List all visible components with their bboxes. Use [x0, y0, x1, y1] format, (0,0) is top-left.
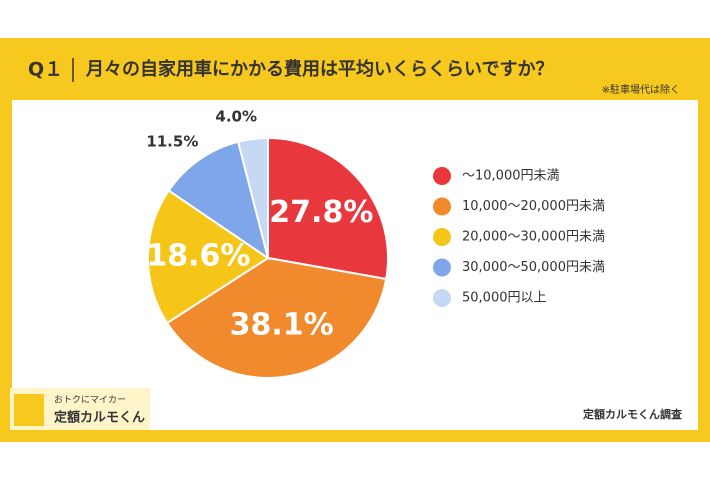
data-label: 18.6%	[146, 239, 250, 274]
note: ※駐車場代は除く	[602, 83, 680, 96]
legend-marker	[433, 167, 451, 185]
pie-slice	[267, 136, 389, 281]
legend-label: 30,000〜50,000円未満	[462, 260, 605, 275]
data-label: 11.5%	[146, 132, 198, 150]
logo-name: 定額カルモくん	[53, 410, 145, 426]
legend-label: 20,000〜30,000円未満	[462, 230, 605, 245]
legend-marker	[433, 258, 451, 277]
chart-title: 月々の自家用車にかかる費用は平均いくらくらいですか？	[85, 58, 553, 80]
pie-slice	[236, 136, 269, 259]
legend-label: 50,000円以上	[462, 291, 547, 306]
legend-marker	[433, 289, 451, 307]
data-label: 38.1%	[230, 308, 334, 343]
logo-tagline: おトクにマイカー	[54, 395, 126, 406]
legend-label: 〜10,000円未満	[462, 169, 560, 184]
logo-icon	[14, 394, 44, 426]
legend-label: 10,000〜20,000円未満	[462, 199, 605, 214]
pie-slice	[167, 140, 270, 261]
source: 定額カルモくん調査	[583, 407, 682, 421]
data-label: 4.0%	[215, 108, 257, 126]
question-number: Q１	[28, 59, 63, 81]
data-label: 27.8%	[269, 195, 373, 230]
pie-slice	[147, 189, 270, 325]
legend-marker	[433, 197, 451, 216]
legend-marker	[433, 228, 451, 246]
